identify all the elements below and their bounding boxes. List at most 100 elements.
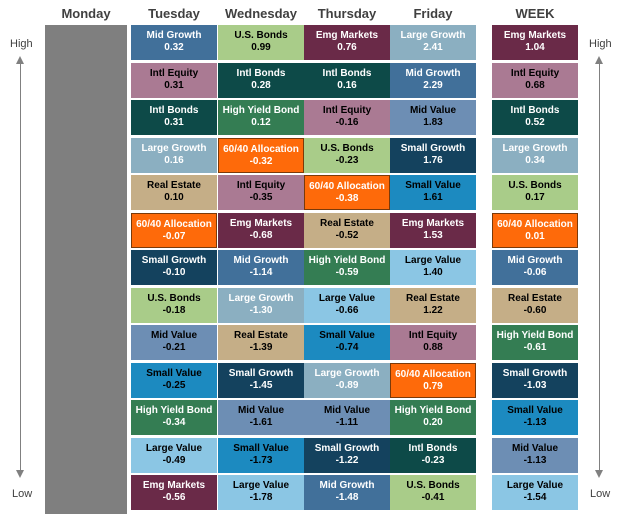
asset-cell: 60/40 Allocation 0.01 <box>492 213 578 248</box>
asset-return-value: -0.23 <box>421 455 445 466</box>
asset-name: Mid Growth <box>405 68 461 79</box>
asset-return-value: -0.23 <box>335 155 359 166</box>
asset-return-value: -1.45 <box>249 380 273 391</box>
asset-cell: High Yield Bond 0.20 <box>390 400 476 435</box>
asset-cell: Intl Equity -0.16 <box>304 100 390 135</box>
asset-name: Mid Value <box>323 405 371 416</box>
header-week: WEEK <box>515 6 555 21</box>
asset-cell: Mid Value -1.11 <box>304 400 390 435</box>
asset-cell: U.S. Bonds 0.99 <box>218 25 304 60</box>
asset-name: High Yield Bond <box>496 330 574 341</box>
asset-return-value: 0.20 <box>423 417 443 428</box>
asset-return-value: 0.12 <box>251 117 271 128</box>
asset-cell: Mid Value 1.83 <box>390 100 476 135</box>
asset-name: Intl Equity <box>510 68 560 79</box>
asset-cell: Mid Value -1.13 <box>492 438 578 473</box>
asset-name: Real Estate <box>147 180 201 191</box>
asset-cell: Mid Growth 2.29 <box>390 63 476 98</box>
asset-cell: Real Estate -0.52 <box>304 213 390 248</box>
asset-return-value: -0.10 <box>162 267 186 278</box>
asset-return-value: -0.60 <box>523 305 547 316</box>
asset-name: Large Growth <box>228 293 294 304</box>
header-tuesday: Tuesday <box>148 6 200 21</box>
asset-name: 60/40 Allocation <box>136 219 212 230</box>
asset-name: Real Estate <box>234 330 288 341</box>
asset-return-value: 1.76 <box>423 155 443 166</box>
asset-name: Small Growth <box>400 143 466 154</box>
asset-cell: Small Growth -1.03 <box>492 363 578 398</box>
asset-cell: Mid Growth -0.06 <box>492 250 578 285</box>
asset-cell: 60/40 Allocation -0.07 <box>131 213 217 248</box>
asset-cell: Intl Bonds 0.52 <box>492 100 578 135</box>
asset-cell: Mid Value -1.61 <box>218 400 304 435</box>
asset-cell: Intl Bonds 0.28 <box>218 63 304 98</box>
asset-return-value: -0.18 <box>162 305 186 316</box>
asset-return-value: 1.22 <box>423 305 443 316</box>
asset-return-value: 0.01 <box>525 231 545 242</box>
asset-name: Small Value <box>146 368 202 379</box>
asset-name: Mid Growth <box>146 30 202 41</box>
asset-return-value: -0.38 <box>335 193 359 204</box>
asset-return-value: -0.25 <box>162 380 186 391</box>
asset-name: Intl Equity <box>149 68 199 79</box>
low-label-right: Low <box>590 488 611 500</box>
asset-cell: Large Growth -0.89 <box>304 363 390 398</box>
monday-closed-column <box>45 25 127 514</box>
asset-return-value: -0.21 <box>162 342 186 353</box>
asset-cell: U.S. Bonds -0.18 <box>131 288 217 323</box>
asset-return-value: -0.49 <box>162 455 186 466</box>
asset-return-value: -0.06 <box>523 267 547 278</box>
asset-cell: Intl Bonds 0.31 <box>131 100 217 135</box>
asset-return-value: 0.31 <box>164 80 184 91</box>
header-friday: Friday <box>413 6 453 21</box>
asset-return-value: -1.03 <box>523 380 547 391</box>
asset-cell: Large Value -1.54 <box>492 475 578 510</box>
asset-cell: Intl Bonds -0.23 <box>390 438 476 473</box>
asset-name: Small Growth <box>141 255 207 266</box>
asset-cell: U.S. Bonds 0.17 <box>492 175 578 210</box>
asset-cell: High Yield Bond -0.59 <box>304 250 390 285</box>
asset-return-value: -0.32 <box>249 156 273 167</box>
asset-return-value: 0.16 <box>337 80 357 91</box>
asset-return-value: 0.76 <box>337 42 357 53</box>
asset-name: 60/40 Allocation <box>497 219 573 230</box>
asset-return-value: -1.14 <box>249 267 273 278</box>
asset-cell: Mid Growth 0.32 <box>131 25 217 60</box>
asset-cell: Small Value 1.61 <box>390 175 476 210</box>
asset-name: Real Estate <box>406 293 460 304</box>
asset-cell: 60/40 Allocation -0.38 <box>304 175 390 210</box>
asset-return-value: 0.52 <box>525 117 545 128</box>
asset-cell: Emg Markets -0.56 <box>131 475 217 510</box>
asset-name: Intl Bonds <box>149 105 199 116</box>
asset-cell: Small Value -0.25 <box>131 363 217 398</box>
asset-name: Intl Equity <box>408 330 458 341</box>
asset-name: Intl Bonds <box>408 443 458 454</box>
asset-return-value: -1.22 <box>335 455 359 466</box>
asset-name: Intl Bonds <box>236 68 286 79</box>
asset-cell: Small Growth -1.22 <box>304 438 390 473</box>
asset-return-value: 0.88 <box>423 342 443 353</box>
header-thursday: Thursday <box>317 6 377 21</box>
asset-name: Large Value <box>318 293 376 304</box>
asset-name: Intl Bonds <box>510 105 560 116</box>
asset-cell: High Yield Bond -0.34 <box>131 400 217 435</box>
asset-name: U.S. Bonds <box>508 180 562 191</box>
asset-name: 60/40 Allocation <box>223 144 299 155</box>
asset-cell: Intl Equity 0.31 <box>131 63 217 98</box>
asset-return-value: -1.61 <box>249 417 273 428</box>
asset-name: U.S. Bonds <box>320 143 374 154</box>
asset-cell: Real Estate -1.39 <box>218 325 304 360</box>
asset-return-value: 0.31 <box>164 117 184 128</box>
asset-name: Emg Markets <box>503 30 567 41</box>
asset-return-value: -1.54 <box>523 492 547 503</box>
asset-cell: Large Value 1.40 <box>390 250 476 285</box>
asset-cell: Small Growth -0.10 <box>131 250 217 285</box>
asset-return-value: 2.29 <box>423 80 443 91</box>
asset-cell: Intl Bonds 0.16 <box>304 63 390 98</box>
asset-name: U.S. Bonds <box>406 480 460 491</box>
asset-return-value: -0.41 <box>421 492 445 503</box>
asset-return-value: 0.17 <box>525 192 545 203</box>
asset-return-value: 0.10 <box>164 192 184 203</box>
asset-return-value: -0.61 <box>523 342 547 353</box>
asset-return-value: 1.83 <box>423 117 443 128</box>
